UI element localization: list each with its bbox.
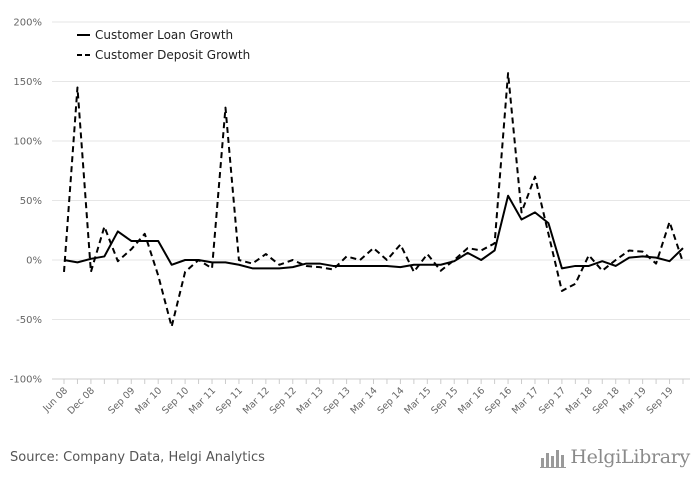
x-tick-label: Dec 08	[66, 385, 97, 416]
x-tick-label: Mar 16	[456, 385, 487, 416]
x-tick-label: Sep 18	[591, 385, 622, 416]
legend-label-loan: Customer Loan Growth	[95, 28, 233, 42]
y-tick-label: 0%	[26, 256, 42, 267]
x-tick-label: Mar 11	[187, 385, 218, 416]
footer: Source: Company Data, Helgi Analytics He…	[0, 440, 700, 483]
x-tick-label: Mar 19	[618, 385, 649, 416]
brand-logo[interactable]: HelgiLibrary	[540, 446, 690, 468]
y-axis: 200% 150% 100% 50% 0% -50% -100%	[10, 18, 42, 386]
series-line-deposit-growth	[63, 72, 684, 328]
x-tick-label: Sep 13	[322, 385, 353, 416]
x-tick-label: Sep 09	[106, 385, 137, 416]
chart-bars-logo-icon	[540, 450, 567, 468]
y-tick-label: 100%	[13, 137, 42, 148]
x-tick-label: Mar 10	[133, 385, 164, 416]
chart-area: 200% 150% 100% 50% 0% -50% -100% Jun 08 Dec 08 S…	[10, 18, 690, 417]
y-tick-label: 150%	[13, 77, 42, 88]
x-tick-label: Sep 11	[214, 385, 245, 416]
x-tick-label: Mar 18	[564, 385, 595, 416]
y-tick-label: -100%	[10, 375, 42, 386]
x-tick-label: Mar 14	[348, 385, 379, 416]
x-tick-label: Sep 14	[375, 385, 406, 416]
y-tick-label: -50%	[16, 315, 42, 326]
x-tick-label: Sep 16	[483, 385, 514, 416]
legend-label-deposit: Customer Deposit Growth	[95, 48, 250, 62]
x-tick-label: Sep 19	[645, 385, 676, 416]
x-tick-label: Mar 12	[241, 385, 272, 416]
series-lines	[63, 72, 684, 328]
x-tick-label: Sep 10	[160, 385, 191, 416]
y-tick-label: 200%	[13, 18, 42, 29]
legend: Customer Loan Growth Customer Deposit Gr…	[77, 28, 250, 62]
brand-name: HelgiLibrary	[570, 446, 690, 468]
x-tick-label: Mar 15	[402, 385, 433, 416]
x-tick-label: Mar 13	[295, 385, 326, 416]
y-tick-label: 50%	[20, 196, 42, 207]
series-line-loan-growth	[63, 194, 684, 270]
x-tick-label: Sep 12	[268, 385, 299, 416]
source-note: Source: Company Data, Helgi Analytics	[10, 450, 265, 465]
x-tick-label: Sep 17	[537, 385, 568, 416]
x-tick-label: Mar 17	[510, 385, 541, 416]
x-tick-label: Jun 08	[40, 385, 70, 415]
grid-lines	[52, 21, 690, 380]
x-tick-label: Sep 15	[429, 385, 460, 416]
